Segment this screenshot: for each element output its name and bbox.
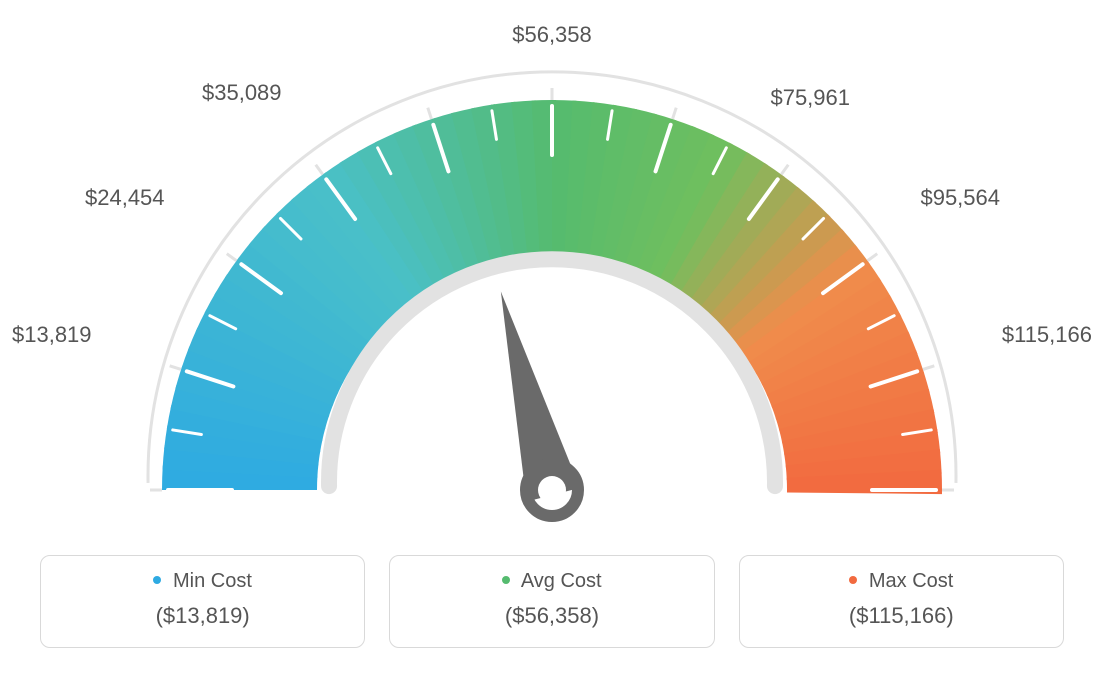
chart-container: $13,819 $24,454 $35,089 $56,358 $75,961 $95,5… bbox=[0, 0, 1104, 690]
min-title-label: Min Cost bbox=[173, 570, 252, 592]
avg-title-label: Avg Cost bbox=[521, 570, 602, 592]
max-title-label: Max Cost bbox=[869, 570, 953, 592]
max-cost-title: Max Cost bbox=[740, 570, 1063, 593]
gauge-tick-label: $75,961 bbox=[770, 85, 850, 111]
summary-cards: Min Cost ($13,819) Avg Cost ($56,358) Ma… bbox=[40, 555, 1064, 648]
min-cost-value: ($13,819) bbox=[41, 603, 364, 629]
max-cost-card: Max Cost ($115,166) bbox=[739, 555, 1064, 648]
avg-cost-title: Avg Cost bbox=[390, 570, 713, 593]
min-cost-title: Min Cost bbox=[41, 570, 364, 593]
gauge-tick-label: $95,564 bbox=[920, 185, 1000, 211]
gauge-tick-label: $35,089 bbox=[202, 80, 282, 106]
avg-cost-value: ($56,358) bbox=[390, 603, 713, 629]
gauge-area: $13,819 $24,454 $35,089 $56,358 $75,961 $95,5… bbox=[0, 0, 1104, 540]
gauge-tick-label: $56,358 bbox=[512, 22, 592, 48]
gauge-tick-label: $24,454 bbox=[85, 185, 165, 211]
min-dot-icon bbox=[153, 576, 161, 584]
max-cost-value: ($115,166) bbox=[740, 603, 1063, 629]
min-cost-card: Min Cost ($13,819) bbox=[40, 555, 365, 648]
max-dot-icon bbox=[849, 576, 857, 584]
avg-dot-icon bbox=[502, 576, 510, 584]
avg-cost-card: Avg Cost ($56,358) bbox=[389, 555, 714, 648]
gauge-tick-label: $115,166 bbox=[1002, 322, 1092, 348]
gauge-svg bbox=[0, 0, 1104, 540]
gauge-tick-label: $13,819 bbox=[12, 322, 92, 348]
